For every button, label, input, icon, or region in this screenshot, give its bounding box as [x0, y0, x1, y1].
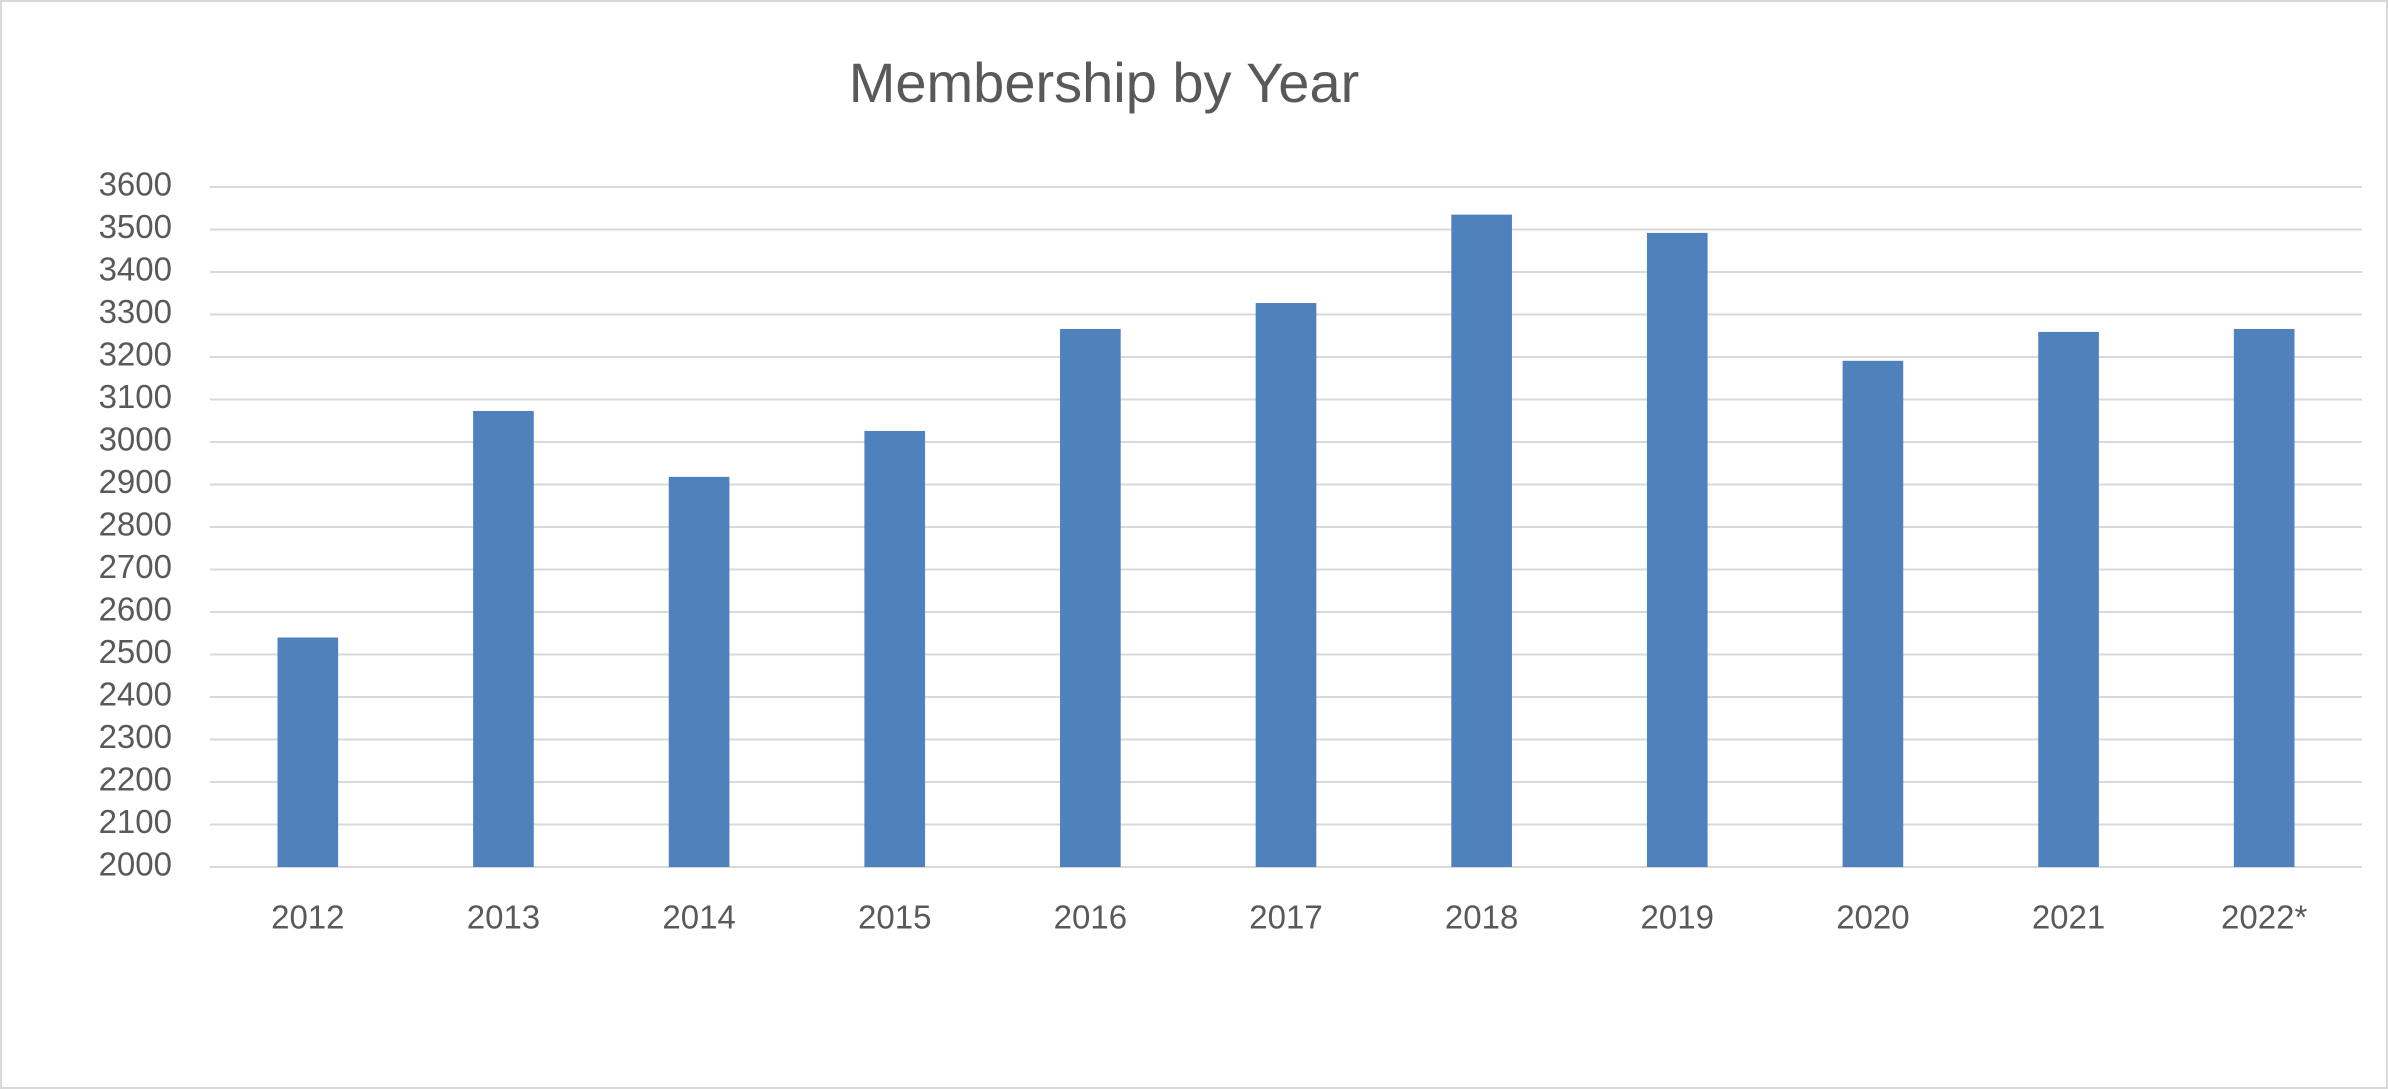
- y-tick-label: 3200: [99, 336, 172, 373]
- bar: [1646, 232, 1708, 867]
- x-tick-label: 2012: [271, 899, 344, 936]
- x-tick-label: 2021: [2032, 899, 2105, 936]
- bar: [1255, 303, 1317, 867]
- y-tick-label: 3100: [99, 378, 172, 415]
- y-tick-label: 2900: [99, 463, 172, 500]
- y-tick-label: 2100: [99, 803, 172, 840]
- y-tick-label: 2400: [99, 676, 172, 713]
- bar: [277, 637, 339, 867]
- y-tick-label: 3500: [99, 208, 172, 245]
- bar: [864, 430, 926, 867]
- bar: [1060, 328, 1121, 867]
- bar: [668, 476, 730, 867]
- x-tick-label: 2018: [1445, 899, 1518, 936]
- y-tick-label: 2500: [99, 633, 172, 670]
- y-tick-label: 2600: [99, 591, 172, 628]
- y-tick-label: 2000: [99, 846, 172, 883]
- x-tick-label: 2019: [1641, 899, 1714, 936]
- bar: [1842, 360, 1904, 867]
- chart-title: Membership by Year: [849, 51, 1360, 114]
- x-tick-label: 2014: [662, 899, 735, 936]
- bar: [1451, 214, 1512, 867]
- y-tick-label: 3400: [99, 251, 172, 288]
- bar: [473, 410, 534, 867]
- y-tick-label: 2300: [99, 718, 172, 755]
- x-tick-label: 2017: [1249, 899, 1322, 936]
- y-tick-label: 2800: [99, 506, 172, 543]
- bar: [2233, 328, 2295, 867]
- x-tick-label: 2016: [1054, 899, 1127, 936]
- x-tick-label: 2020: [1836, 899, 1909, 936]
- x-tick-label: 2013: [467, 899, 540, 936]
- y-tick-label: 3300: [99, 293, 172, 330]
- bar: [2038, 331, 2099, 867]
- x-tick-label: 2022*: [2221, 899, 2307, 936]
- x-tick-label: 2015: [858, 899, 931, 936]
- y-tick-label: 2200: [99, 761, 172, 798]
- y-tick-label: 3000: [99, 421, 172, 458]
- y-tick-label: 3600: [99, 166, 172, 203]
- y-tick-label: 2700: [99, 548, 172, 585]
